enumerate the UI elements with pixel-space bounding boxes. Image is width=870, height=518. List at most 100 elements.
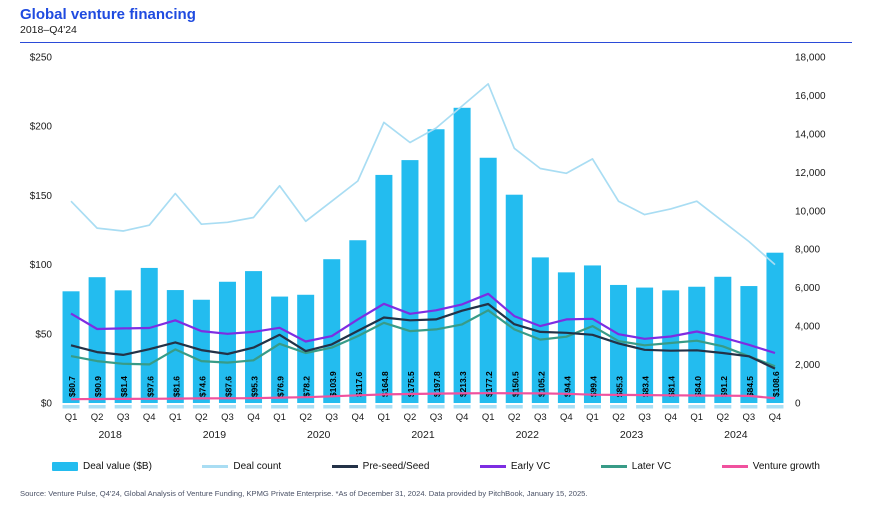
legend-label-early-vc: Early VC [510,460,551,472]
quarter-label: Q2 [91,412,104,423]
right-axis-tick-label: 6,000 [795,283,820,294]
bar-base-tick [62,405,80,409]
bar-value-label: $213.3 [458,371,468,397]
bar-value-label: $117.6 [354,372,364,397]
bar-value-label: $81.4 [667,376,677,397]
chart-area: $0 $50 $100 $150 $200 $250 0 2,000 4,000 6,000 8,0… [30,53,826,442]
deal-value-bar [662,290,680,403]
year-label: 2022 [516,429,540,441]
bar-base-tick [114,405,132,409]
quarter-label: Q3 [534,412,547,423]
right-axis-tick-label: 10,000 [795,206,826,217]
bar-base-tick [479,405,497,409]
legend-item-later-vc: Later VC [600,461,671,472]
quarter-label: Q4 [143,412,156,423]
deal-value-bar [323,259,341,403]
bar-base-tick [349,405,367,409]
year-label: 2021 [411,429,435,441]
year-label: 2023 [620,429,644,441]
bar-base-tick [531,405,549,409]
bar-value-label: $108.6 [771,371,781,397]
bar-base-tick [766,405,784,409]
left-axis-tick-label: $150 [30,191,53,202]
bar-base-tick [323,405,341,409]
deal-value-bar [531,257,549,403]
quarter-label: Q4 [247,412,260,423]
quarter-label: Q1 [482,412,495,423]
bar-value-label: $94.4 [562,376,572,397]
legend-label-venture-growth: Venture growth [752,460,820,472]
bar-value-label: $85.3 [615,376,625,397]
deal-value-bar [218,281,236,403]
bar-value-label: $150.5 [510,371,520,397]
deal-value-bar [62,291,80,403]
left-axis-tick-label: $250 [30,53,53,64]
bar-base-tick [583,405,601,409]
deal-value-bar [375,174,393,403]
bar-value-label: $76.9 [276,376,286,397]
quarter-label: Q1 [169,412,182,423]
bar-base-tick [557,405,575,409]
quarter-label: Q2 [716,412,729,423]
bar-value-label: $87.6 [223,376,233,397]
early-vc-line [70,292,776,355]
right-axis-tick-label: 12,000 [795,168,826,179]
quarter-label: Q2 [612,412,625,423]
quarter-label: Q1 [65,412,78,423]
deal-value-bar [505,194,523,403]
quarter-label: Q1 [378,412,391,423]
quarter-label: Q3 [221,412,234,423]
chart-header: Global venture financing 2018–Q4'24 [20,6,852,43]
bar-value-label: $164.8 [380,371,390,397]
bar-value-label: $78.2 [302,376,312,397]
legend-label-pre-seed-seed: Pre-seed/Seed [362,460,430,472]
legend-swatch-deal-count [202,464,229,468]
page-subtitle: 2018–Q4'24 [20,24,77,36]
page-title: Global venture financing [20,6,196,23]
quarter-label: Q2 [195,412,208,423]
quarter-label: Q4 [456,412,469,423]
bar-base-tick [662,405,680,409]
legend-swatch-venture-growth [721,464,748,468]
bar-value-label: $83.4 [641,376,651,397]
left-axis-tick-label: $50 [35,329,52,340]
deal-value-bar [192,299,210,403]
quarter-label: Q1 [690,412,703,423]
bar-base-tick [88,405,106,409]
legend-item-deal-count: Deal count [202,461,281,472]
bar-base-tick [688,405,706,409]
bar-base-tick [401,405,419,409]
source-note: Source: Venture Pulse, Q4'24, Global Ana… [20,489,588,498]
bar-value-label: $97.6 [145,376,155,397]
legend-swatch-later-vc [600,464,627,468]
legend-item-venture-growth: Venture growth [721,460,820,472]
bar-value-label: $84.5 [745,376,755,397]
bar-value-label: $177.2 [484,371,494,397]
bar-base-tick [192,405,210,409]
bar-value-label: $95.3 [250,376,260,397]
bar-value-label: $91.2 [719,376,729,397]
bar-base-tick [636,405,654,409]
bar-base-tick [505,405,523,409]
legend-swatch-early-vc [479,464,506,468]
legend-item-early-vc: Early VC [479,460,551,472]
quarter-label: Q1 [273,412,286,423]
deal-value-bar [688,286,706,403]
quarter-label: Q3 [638,412,651,423]
legend-label-deal-value-b: Deal value ($B) [83,460,152,472]
bar-base-tick [297,405,315,409]
right-axis-tick-label: 8,000 [795,245,820,256]
deal-value-bar [401,160,419,403]
bar-base-tick [166,405,184,409]
bar-value-label: $197.8 [432,371,442,397]
deal-count-line [70,83,776,266]
quarter-label: Q3 [325,412,338,423]
year-label: 2019 [203,429,227,441]
deal-value-bar [479,157,497,403]
quarter-label: Q4 [560,412,573,423]
quarter-label: Q4 [664,412,677,423]
left-axis-tick-label: $0 [41,399,53,410]
bar-value-label: $81.6 [171,376,181,397]
bar-base-tick [453,405,471,409]
